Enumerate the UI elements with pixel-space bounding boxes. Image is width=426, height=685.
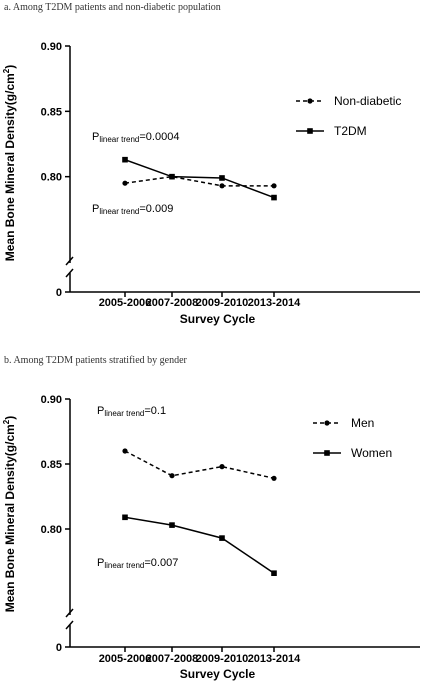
x-tick-label: 2009-2010 (196, 297, 249, 309)
legend-marker (324, 420, 330, 426)
x-tick-label: 2007-2008 (146, 297, 199, 309)
chart-panel-a: a. Among T2DM patients and non-diabetic … (2, 2, 420, 326)
panel-title: a. Among T2DM patients and non-diabetic … (4, 2, 221, 13)
x-tick-label: 2013-2014 (248, 653, 301, 665)
p-trend-annotation: Plinear trend=0.007 (97, 557, 178, 570)
data-point (271, 570, 277, 576)
p-trend-annotation: Plinear trend=0.009 (92, 203, 173, 216)
chart-panel-b: b. Among T2DM patients stratified by gen… (2, 355, 420, 681)
axis-break-mark (65, 620, 74, 630)
y-tick-label: 0.85 (41, 106, 62, 118)
data-point (169, 173, 175, 180)
y-tick-label: 0.90 (41, 41, 62, 53)
x-axis-title: Survey Cycle (180, 667, 256, 681)
x-tick-label: 2005-2006 (99, 297, 152, 309)
y-tick-label: 0.80 (41, 172, 62, 184)
data-point (219, 183, 225, 189)
series-line-non-diabetic (124, 175, 274, 187)
data-point (271, 183, 277, 189)
legend-label: Women (351, 446, 392, 460)
p-trend-annotation: Plinear trend=0.0004 (92, 131, 179, 144)
axis-break-mark (65, 268, 74, 278)
x-tick-label: 2007-2008 (146, 653, 199, 665)
legend-marker (324, 450, 330, 456)
legend-label: Non-diabetic (334, 94, 401, 108)
x-tick-label: 2009-2010 (196, 653, 249, 665)
x-axis-title: Survey Cycle (180, 312, 256, 326)
data-point (122, 514, 128, 521)
data-point (219, 464, 225, 470)
data-point (169, 473, 175, 479)
y-axis-title: Mean Bone Mineral Density(g/cm2) (2, 65, 17, 262)
x-tick-label: 2005-2006 (99, 653, 152, 665)
data-point (219, 175, 225, 181)
data-point (122, 156, 128, 163)
y-tick-label: 0.85 (41, 459, 62, 471)
legend-marker (307, 98, 313, 104)
data-point (271, 194, 277, 201)
data-point (122, 180, 128, 186)
series-line-t2dm (124, 158, 275, 199)
y-tick-label: 0.90 (41, 394, 62, 406)
panel-title: b. Among T2DM patients stratified by gen… (4, 355, 188, 366)
data-point (271, 475, 277, 481)
y-tick-label: 0 (56, 287, 62, 299)
p-trend-annotation: Plinear trend=0.1 (97, 405, 166, 418)
axis-break-mark (65, 256, 74, 266)
legend-label: T2DM (334, 124, 367, 138)
series-line-women (124, 516, 275, 574)
legend-marker (307, 128, 313, 134)
data-point (122, 448, 128, 454)
y-axis-title: Mean Bone Mineral Density(g/cm2) (2, 416, 17, 613)
data-point (169, 522, 175, 528)
legend-label: Men (351, 416, 374, 430)
y-tick-label: 0.80 (41, 524, 62, 536)
data-point (219, 535, 225, 541)
axis-break-mark (65, 608, 74, 618)
series-line-men (124, 450, 275, 480)
x-tick-label: 2013-2014 (248, 297, 301, 309)
y-tick-label: 0 (56, 642, 62, 654)
